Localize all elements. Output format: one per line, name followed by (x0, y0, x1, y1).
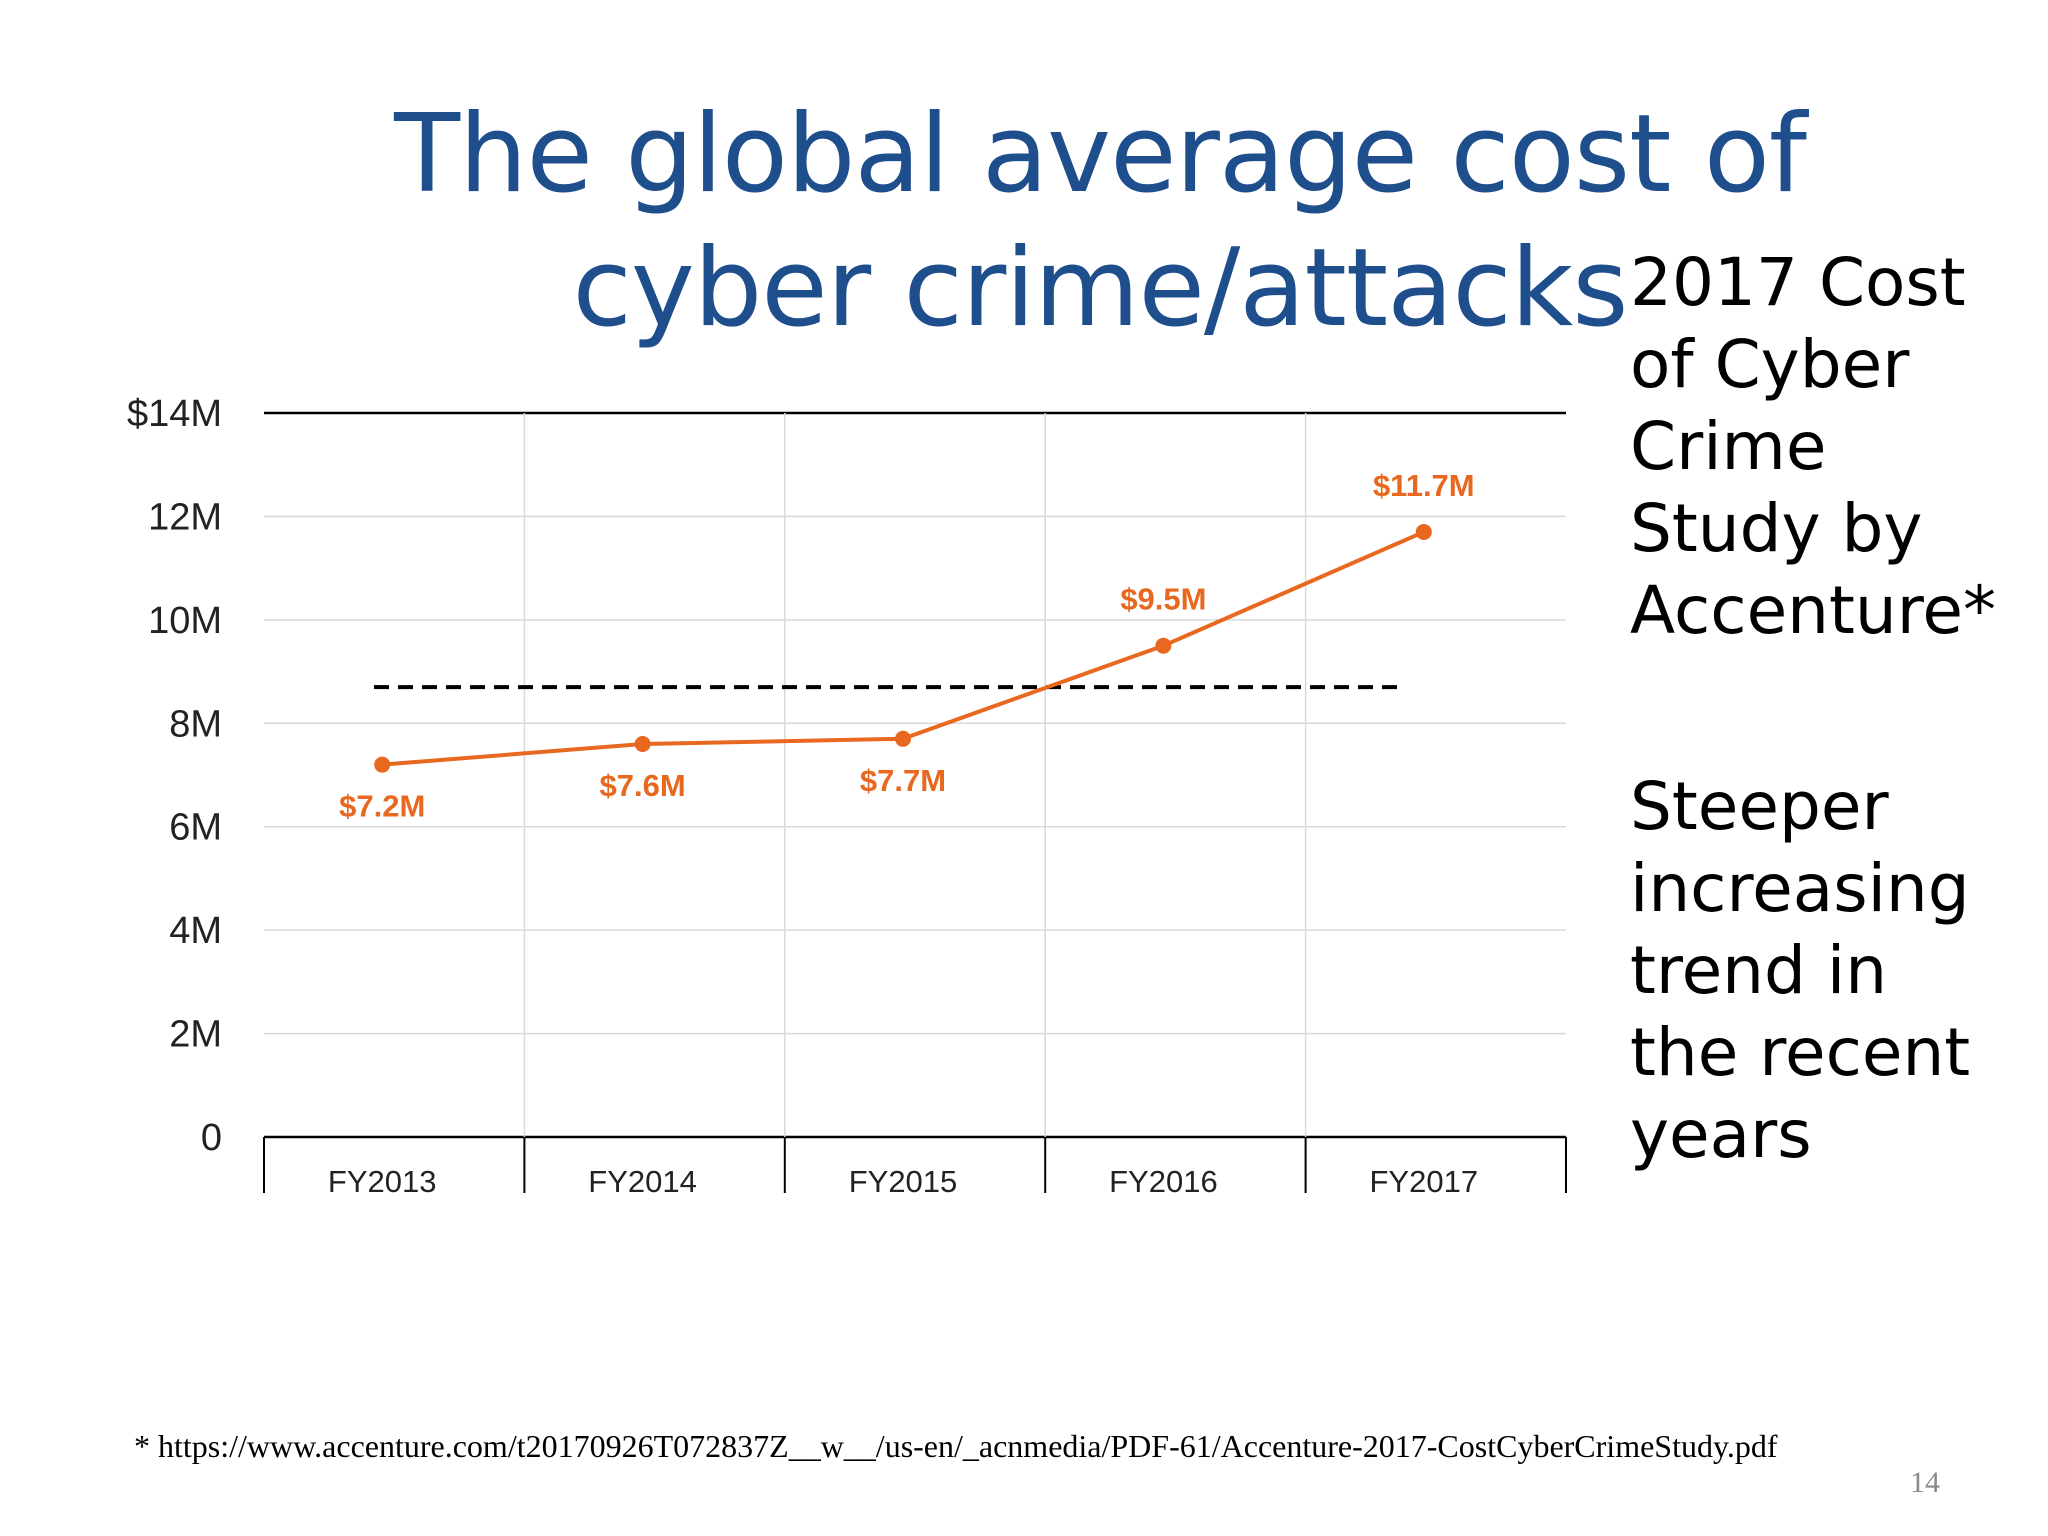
data-point (374, 756, 391, 773)
side-text-line: Crime (1630, 408, 1827, 485)
y-tick-label: 12M (148, 496, 222, 538)
y-tick-label: $14M (127, 393, 222, 435)
y-tick-label: 10M (148, 600, 222, 642)
x-tick-label: FY2013 (328, 1164, 437, 1199)
side-text-line: the recent (1630, 1014, 1971, 1091)
cost-line-chart: 0 2M 4M 6M 8M 10M 12M $14M FY2013 FY2014 FY2015 FY2… (127, 393, 1567, 1199)
side-text-line: 2017 Cost (1630, 244, 1966, 321)
side-text-line: years (1630, 1096, 1812, 1173)
data-label: $7.6M (600, 768, 686, 803)
x-tick-label: FY2015 (849, 1164, 958, 1199)
page-number: 14 (1910, 1466, 1940, 1499)
side-text-line: increasing (1630, 850, 1970, 927)
side-text-line: Study by (1630, 490, 1923, 567)
y-tick-label: 8M (169, 703, 222, 745)
side-text-line: trend in (1630, 932, 1888, 1009)
data-label: $11.7M (1373, 468, 1475, 503)
x-tick-label: FY2016 (1109, 1164, 1218, 1199)
data-point (634, 735, 651, 752)
side-text-trend: Steeper increasing trend in the recent y… (1630, 766, 2030, 1176)
data-label: $7.2M (339, 789, 425, 824)
side-text-line: Accenture* (1630, 572, 1996, 649)
x-tick-label: FY2017 (1370, 1164, 1479, 1199)
side-text-line: Steeper (1630, 768, 1889, 845)
data-label: $9.5M (1120, 582, 1206, 617)
x-tick-label: FY2014 (588, 1164, 697, 1199)
y-tick-label: 0 (201, 1117, 222, 1159)
source-footnote: * https://www.accenture.com/t20170926T07… (134, 1428, 1778, 1464)
y-tick-label: 6M (169, 807, 222, 849)
data-label: $7.7M (860, 763, 946, 798)
slide-title: The global average cost of cyber crime/a… (394, 92, 1807, 351)
data-point (1415, 523, 1432, 540)
data-point (895, 730, 911, 747)
data-point (1155, 637, 1172, 654)
series-line (382, 530, 1425, 767)
side-text-study: 2017 Cost of Cyber Crime Study by Accent… (1630, 242, 2030, 652)
y-tick-label: 4M (169, 910, 222, 952)
side-text-line: of Cyber (1630, 326, 1910, 403)
y-tick-label: 2M (169, 1014, 222, 1056)
